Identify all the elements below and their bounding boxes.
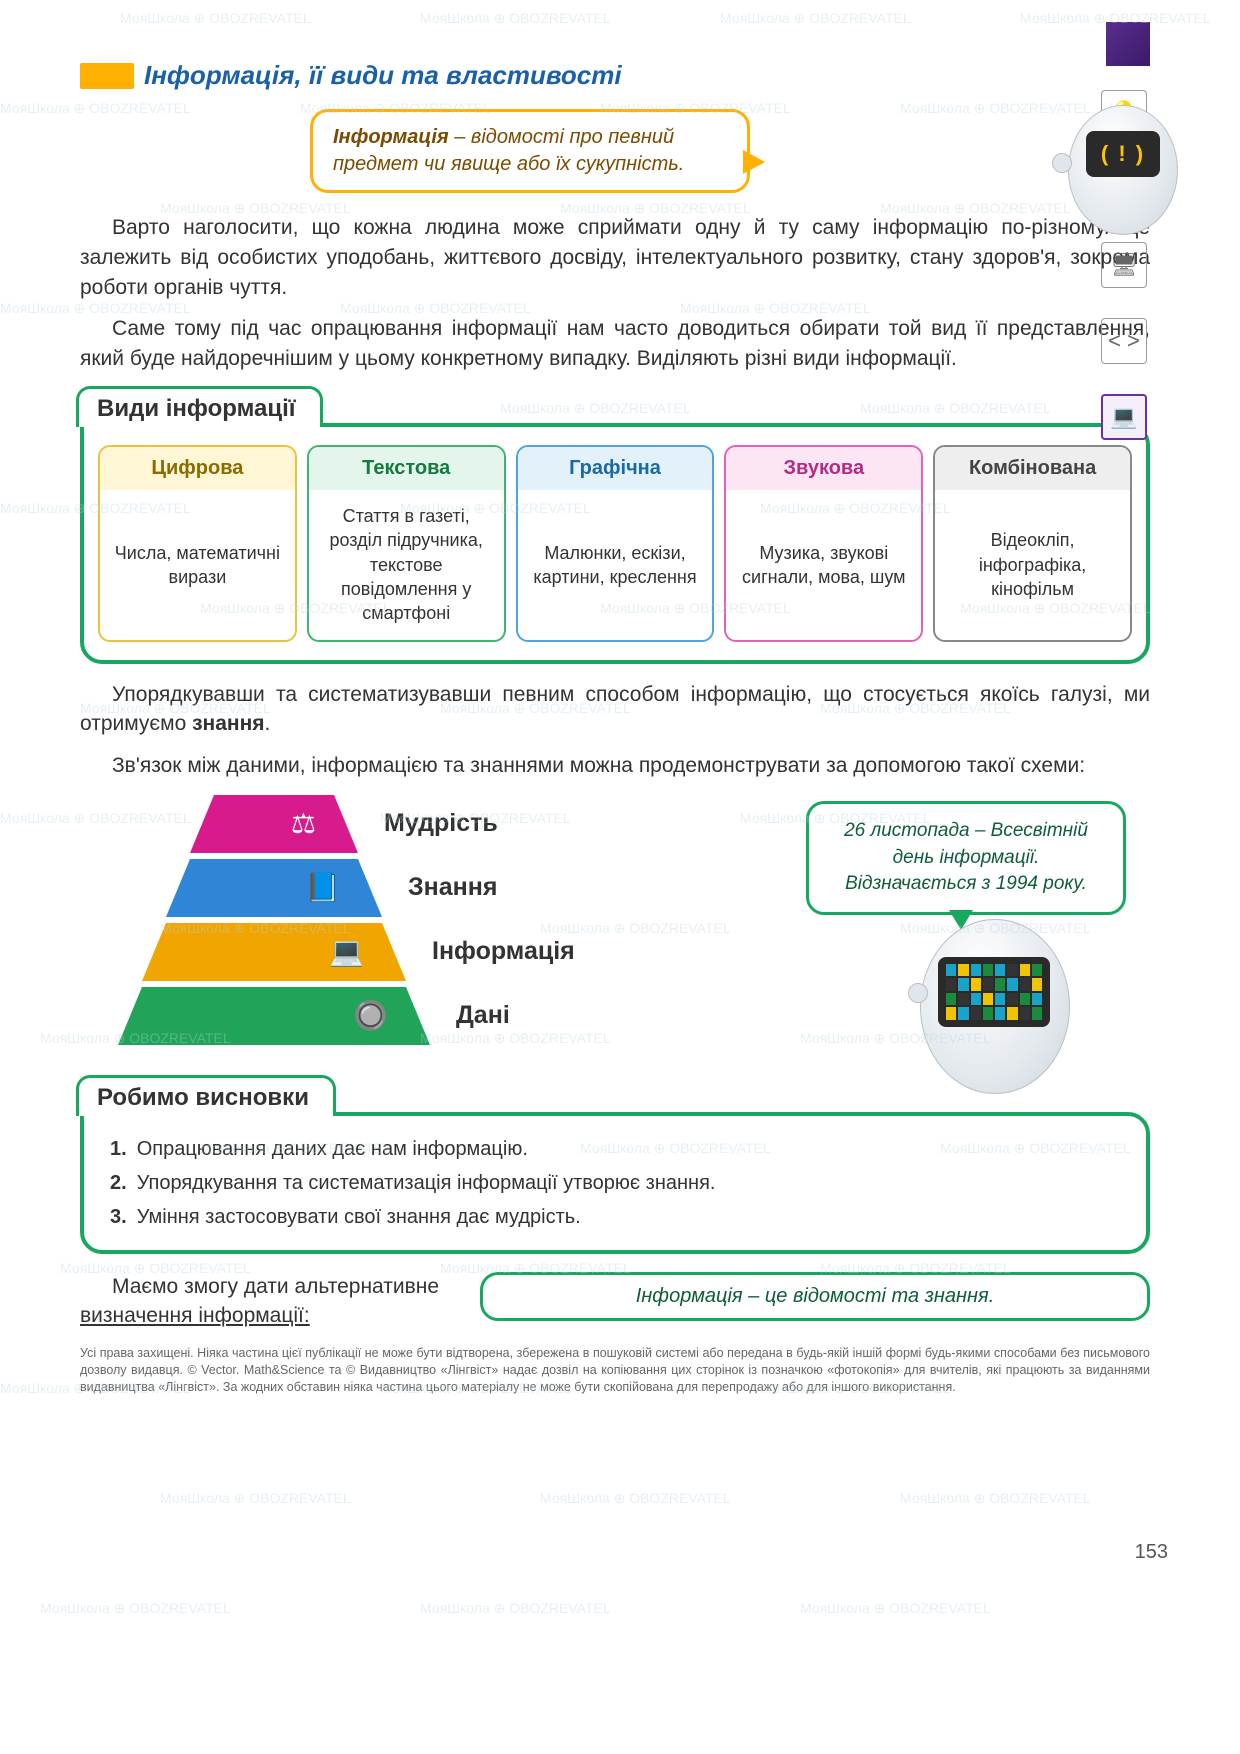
- type-card: ЦифроваЧисла, математичні вирази: [98, 445, 297, 641]
- conclusion-item: 1.Опрацювання даних дає нам інформацію.: [110, 1132, 1120, 1166]
- pyramid-icon: 📘: [305, 871, 340, 904]
- robot-illustration-2: [910, 907, 1080, 1107]
- watermark: МояШкола ⊕ OBOZREVATEL: [40, 1600, 231, 1617]
- conclusion-item: 2.Упорядкування та систематизація інформ…: [110, 1166, 1120, 1200]
- bottom-row: Маємо змогу дати альтернативне визначенн…: [80, 1272, 1150, 1331]
- page-number: 153: [1135, 1541, 1168, 1564]
- definition-box: Інформація – відомості про певний предме…: [310, 109, 750, 193]
- type-card: ГрафічнаМалюнки, ескізи, картини, кресле…: [516, 445, 715, 641]
- pyramid-label: Мудрість: [384, 809, 498, 838]
- watermark: МояШкола ⊕ OBOZREVATEL: [800, 1600, 991, 1617]
- watermark: МояШкола ⊕ OBOZREVATEL: [120, 10, 311, 27]
- watermark: МояШкола ⊕ OBOZREVATEL: [420, 1600, 611, 1617]
- corner-box: [1106, 22, 1150, 66]
- pyramid-icon: 💻: [329, 935, 364, 968]
- definition-term: Інформація: [333, 126, 449, 148]
- monitor-icon[interactable]: 🖥: [1101, 242, 1147, 288]
- type-card-title: Звукова: [726, 447, 921, 490]
- conclusions-box: 1.Опрацювання даних дає нам інформацію.2…: [80, 1112, 1150, 1254]
- types-section: Види інформації ЦифроваЧисла, математичн…: [80, 386, 1150, 663]
- robot-illustration-1: ( ! ): [1058, 93, 1188, 243]
- type-card: ЗвуковаМузика, звукові сигнали, мова, шу…: [724, 445, 923, 641]
- watermark: МояШкола ⊕ OBOZREVATEL: [900, 1490, 1091, 1507]
- title-row: Інформація, її види та властивості: [80, 60, 1150, 91]
- laptop-icon[interactable]: 💻: [1101, 394, 1147, 440]
- type-card-title: Текстова: [309, 447, 504, 490]
- info-day-callout: 26 листопада – Всесвітній день інформаці…: [806, 801, 1126, 915]
- pyramid-section: ⚖ Мудрість 📘 Знання 💻 Інформація 🔘 Дані 26 лист…: [80, 795, 1150, 1045]
- copyright-text: Усі права захищені. Ніяка частина цієї п…: [80, 1345, 1150, 1396]
- definition-2-box: Інформація – це відомості та знання.: [480, 1272, 1150, 1321]
- types-heading: Види інформації: [76, 386, 323, 427]
- bottom-left: Маємо змогу дати альтернативне визначенн…: [80, 1272, 450, 1331]
- type-card: КомбінованаВідеокліп, інфографіка, кіноф…: [933, 445, 1132, 641]
- type-card-body: Малюнки, ескізи, картини, креслення: [518, 490, 713, 639]
- paragraph-1: Варто наголосити, що кожна людина може с…: [80, 213, 1150, 302]
- mid-paragraph-1: Упорядкувавши та систематизувавши певним…: [80, 680, 1150, 740]
- page-title: Інформація, її види та властивості: [144, 60, 622, 91]
- conclusions-heading: Робимо висновки: [76, 1075, 336, 1116]
- type-card-body: Стаття в газеті, розділ підручника, текс…: [309, 490, 504, 639]
- pyramid-label: Знання: [408, 873, 497, 902]
- type-card-body: Музика, звукові сигнали, мова, шум: [726, 490, 921, 639]
- watermark: МояШкола ⊕ OBOZREVATEL: [420, 10, 611, 27]
- type-card-title: Комбінована: [935, 447, 1130, 490]
- mid-paragraph-2: Зв'язок між даними, інформацією та знанн…: [80, 751, 1150, 781]
- type-card-title: Графічна: [518, 447, 713, 490]
- watermark: МояШкола ⊕ OBOZREVATEL: [160, 1490, 351, 1507]
- watermark: МояШкола ⊕ OBOZREVATEL: [720, 10, 911, 27]
- types-box: ЦифроваЧисла, математичні виразиТекстова…: [80, 423, 1150, 663]
- pyramid-icon: 🔘: [353, 999, 388, 1032]
- conclusion-item: 3.Уміння застосовувати свої знання дає м…: [110, 1200, 1120, 1234]
- watermark: МояШкола ⊕ OBOZREVATEL: [540, 1490, 731, 1507]
- pyramid-icon: ⚖: [291, 807, 316, 840]
- type-card-title: Цифрова: [100, 447, 295, 490]
- type-card-body: Відеокліп, інфографіка, кінофільм: [935, 490, 1130, 639]
- code-icon[interactable]: < >: [1101, 318, 1147, 364]
- type-card-body: Числа, математичні вирази: [100, 490, 295, 639]
- type-card: ТекстоваСтаття в газеті, розділ підручни…: [307, 445, 506, 641]
- paragraph-2: Саме тому під час опрацювання інформації…: [80, 314, 1150, 374]
- pyramid-label: Інформація: [432, 937, 575, 966]
- title-tab: [80, 63, 134, 89]
- pyramid-label: Дані: [456, 1001, 510, 1030]
